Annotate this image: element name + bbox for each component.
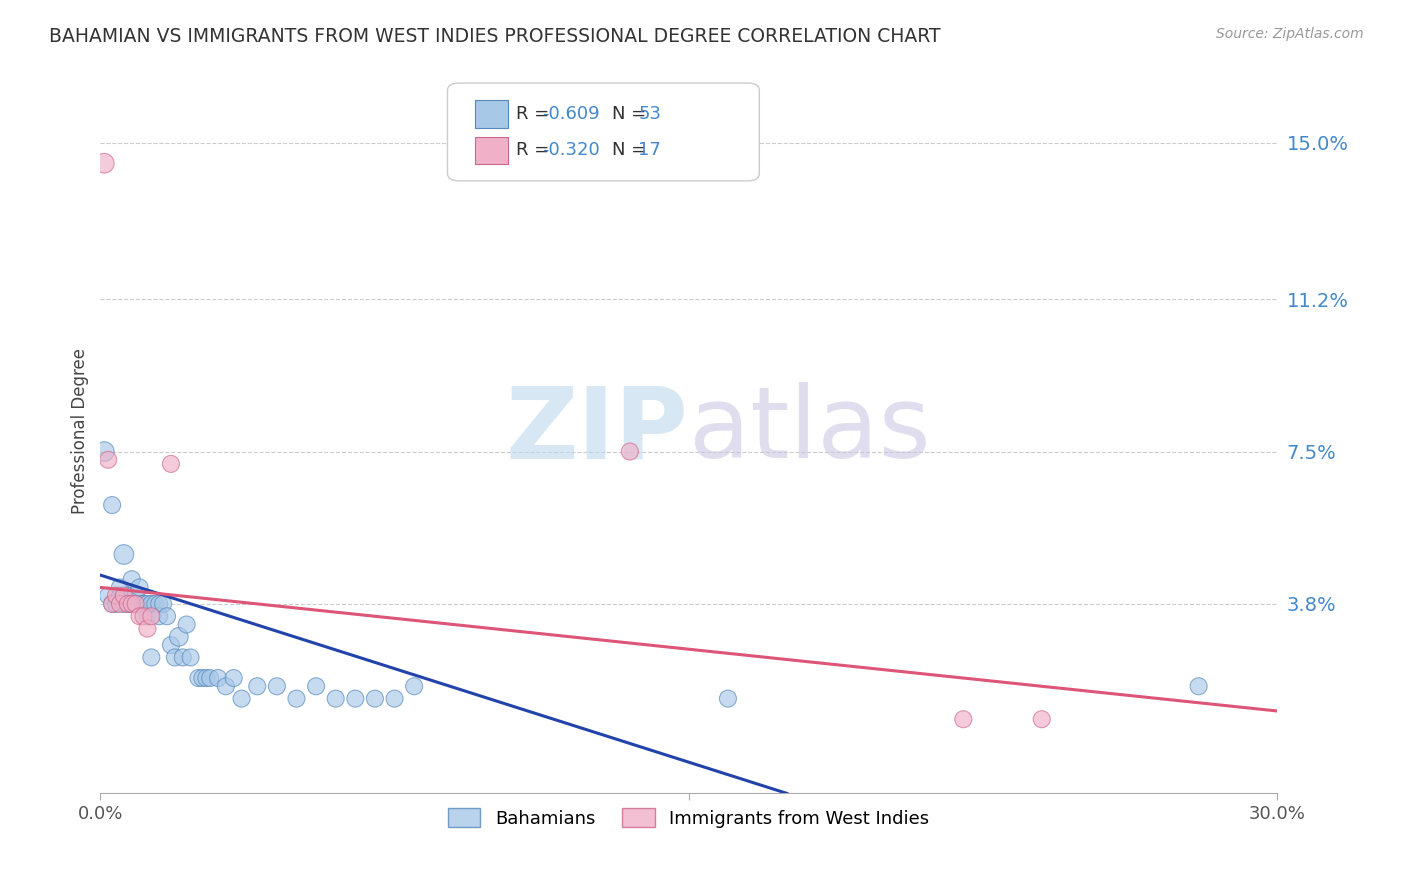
Point [136,609,159,624]
Point [163,650,186,665]
Point [404,679,426,693]
FancyBboxPatch shape [475,136,508,164]
Point [325,691,347,706]
Point [285,691,308,706]
Text: N =: N = [612,141,652,159]
Point [141,597,163,611]
Text: N =: N = [612,105,652,123]
Point [124,597,146,611]
Text: Source: ZipAtlas.com: Source: ZipAtlas.com [1216,27,1364,41]
Point [112,597,135,611]
Point [136,622,159,636]
Point [93,156,115,170]
Text: ZIP: ZIP [506,383,689,479]
Legend: Bahamians, Immigrants from West Indies: Bahamians, Immigrants from West Indies [440,801,936,835]
Point [344,691,367,706]
Point [101,498,124,512]
Point [191,671,214,685]
Point [128,609,150,624]
Point [180,650,202,665]
Point [93,444,115,458]
Point [215,679,238,693]
Point [195,671,218,685]
Point [112,589,135,603]
Point [152,597,174,611]
FancyBboxPatch shape [475,101,508,128]
Point [231,691,253,706]
Point [141,609,163,624]
Point [124,589,146,603]
Text: BAHAMIAN VS IMMIGRANTS FROM WEST INDIES PROFESSIONAL DEGREE CORRELATION CHART: BAHAMIAN VS IMMIGRANTS FROM WEST INDIES … [49,27,941,45]
Point [160,638,183,652]
Point [207,671,229,685]
Text: 17: 17 [638,141,661,159]
Point [121,597,143,611]
Point [108,597,131,611]
Point [1031,712,1053,726]
Point [97,452,120,467]
Point [105,597,128,611]
Point [246,679,269,693]
Point [143,597,166,611]
Point [132,597,155,611]
Point [117,597,139,611]
Point [266,679,288,693]
Point [101,597,124,611]
Text: R =: R = [516,105,555,123]
Point [108,589,131,603]
Point [97,589,120,603]
Text: 53: 53 [638,105,661,123]
Point [117,597,139,611]
Point [717,691,740,706]
Point [222,671,245,685]
Point [1188,679,1211,693]
Text: -0.609: -0.609 [541,105,599,123]
Point [128,597,150,611]
Y-axis label: Professional Degree: Professional Degree [72,348,89,514]
Point [167,630,190,644]
Point [156,609,179,624]
Point [112,548,135,562]
Point [108,581,131,595]
Point [117,589,139,603]
Point [132,609,155,624]
Point [364,691,387,706]
Point [136,597,159,611]
Point [160,457,183,471]
Point [148,609,170,624]
Point [128,581,150,595]
Point [121,572,143,586]
Text: -0.320: -0.320 [541,141,599,159]
Text: atlas: atlas [689,383,931,479]
Point [124,597,146,611]
Point [121,597,143,611]
Point [176,617,198,632]
Point [141,650,163,665]
Point [384,691,406,706]
Point [172,650,194,665]
FancyBboxPatch shape [447,83,759,181]
Point [101,597,124,611]
Point [105,589,128,603]
Point [187,671,209,685]
Point [619,444,641,458]
Point [132,597,155,611]
Point [198,671,221,685]
Point [952,712,974,726]
Text: R =: R = [516,141,555,159]
Point [305,679,328,693]
Point [148,597,170,611]
